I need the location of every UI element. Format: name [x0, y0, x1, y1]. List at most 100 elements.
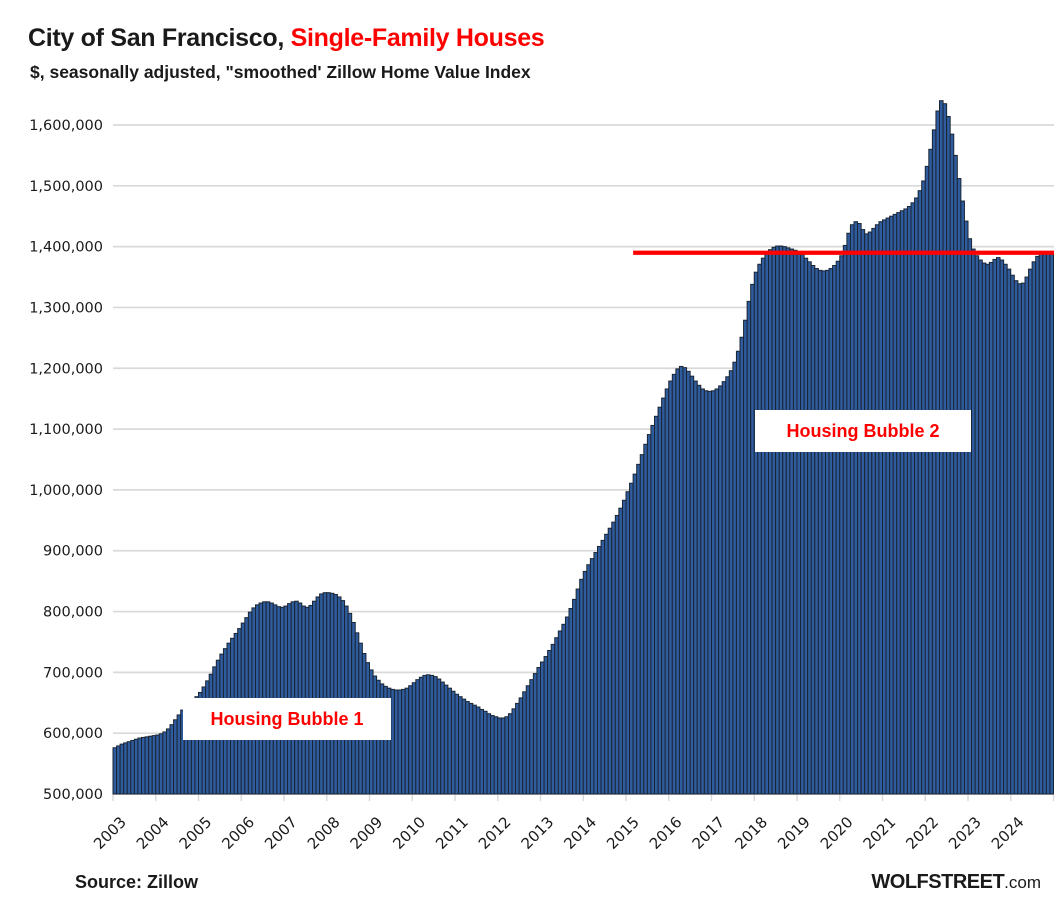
x-axis-label: 2022 — [902, 813, 942, 853]
value-bar — [682, 367, 688, 795]
value-bar — [443, 684, 449, 795]
value-bar — [133, 738, 139, 795]
x-axis-label: 2017 — [689, 813, 729, 853]
y-axis-label: 1,600,000 — [29, 118, 103, 134]
value-bar — [967, 238, 973, 795]
value-bar — [714, 388, 720, 795]
value-bar — [550, 643, 556, 795]
value-bar — [390, 688, 395, 795]
x-axis-label: 2006 — [218, 813, 258, 853]
value-bar — [654, 415, 659, 795]
value-bar — [867, 231, 873, 795]
value-bar — [928, 148, 933, 795]
x-axis-label: 2005 — [176, 813, 216, 853]
value-bar — [664, 388, 670, 795]
value-bar — [996, 257, 1001, 795]
value-bar — [130, 739, 135, 795]
value-bar — [778, 245, 784, 795]
value-bar — [650, 424, 655, 795]
value-bar — [735, 350, 741, 795]
value-bar — [782, 246, 787, 795]
value-bar — [1013, 280, 1019, 795]
value-bar — [162, 731, 167, 795]
value-bar — [839, 255, 844, 795]
x-axis-label: 2020 — [817, 813, 857, 853]
value-bar — [504, 716, 509, 795]
value-bar — [158, 733, 164, 795]
value-bar — [604, 533, 609, 795]
value-bar — [472, 704, 477, 795]
value-bar — [739, 336, 745, 795]
y-axis-label: 800,000 — [43, 605, 103, 621]
value-bar — [743, 319, 748, 795]
value-bar — [1038, 252, 1044, 795]
value-bar — [119, 743, 125, 795]
value-bar — [636, 463, 641, 795]
value-bar — [871, 227, 876, 795]
value-bar — [319, 593, 324, 795]
value-bar — [750, 283, 755, 795]
y-axis-label: 600,000 — [43, 726, 103, 742]
value-bar — [842, 244, 848, 795]
value-bar — [703, 390, 709, 795]
value-bar — [764, 252, 769, 795]
value-bar — [711, 390, 716, 795]
value-bar — [440, 681, 445, 795]
chart-subtitle: $, seasonally adjusted, "smoothed' Zillo… — [30, 62, 531, 82]
value-bar — [429, 674, 435, 795]
value-bar — [333, 594, 338, 795]
value-bar — [597, 545, 602, 795]
value-bar — [949, 133, 955, 795]
y-axis-label: 700,000 — [43, 665, 103, 681]
y-axis-label: 1,500,000 — [29, 179, 103, 195]
y-axis-label: 1,300,000 — [29, 300, 103, 316]
x-axis-label: 2008 — [304, 813, 344, 853]
value-bar — [165, 728, 171, 795]
value-bar — [906, 205, 912, 795]
value-bar — [768, 249, 773, 795]
value-bar — [522, 691, 527, 795]
value-bar — [141, 736, 146, 795]
value-bar — [586, 564, 591, 795]
value-bar — [557, 630, 563, 795]
value-bar — [910, 202, 916, 795]
value-bar — [511, 708, 517, 795]
value-bar — [785, 247, 791, 795]
value-bar — [422, 674, 427, 795]
value-bar — [857, 223, 862, 795]
value-bar — [853, 221, 859, 795]
wolfstreet-logo-caps: WOLFSTREET — [871, 871, 1005, 893]
value-bar — [629, 482, 634, 795]
value-bar — [315, 596, 321, 795]
value-bar — [643, 443, 648, 795]
value-bar — [1031, 261, 1037, 795]
value-bar — [540, 661, 545, 795]
x-axis-label: 2021 — [860, 813, 900, 853]
value-bar — [155, 734, 160, 795]
value-bar — [985, 263, 990, 795]
value-bar — [433, 676, 438, 795]
y-axis-label: 1,200,000 — [29, 361, 103, 377]
value-bar — [899, 210, 905, 795]
x-axis-label: 2010 — [389, 813, 429, 853]
value-bar — [675, 368, 680, 795]
value-bar — [564, 616, 570, 795]
value-bar — [896, 212, 901, 795]
y-axis-label: 500,000 — [43, 787, 103, 803]
value-bar — [123, 742, 128, 795]
value-bar — [807, 261, 812, 795]
value-bar — [732, 361, 737, 795]
value-bar — [721, 381, 727, 795]
x-axis-label: 2024 — [988, 813, 1028, 853]
value-bar — [796, 251, 802, 795]
value-bar — [336, 596, 342, 795]
x-axis-label: 2018 — [731, 813, 771, 853]
value-bar — [614, 514, 620, 795]
value-bar — [490, 715, 495, 795]
x-axis-label: 2004 — [133, 813, 173, 853]
annotation-housing-bubble-1: Housing Bubble 1 — [183, 698, 391, 740]
value-bar — [956, 178, 962, 795]
value-bar — [817, 269, 823, 795]
